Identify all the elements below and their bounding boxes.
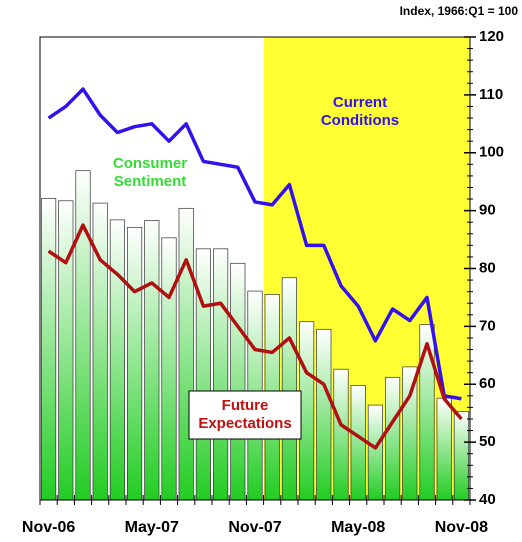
series-label: Consumer Sentiment xyxy=(113,155,187,190)
bar xyxy=(75,170,91,501)
y-tick-label: 90 xyxy=(479,202,496,219)
subtitle: Index, 1966:Q1 = 100 xyxy=(400,4,519,18)
bar xyxy=(350,385,366,501)
bar xyxy=(453,411,469,501)
bar xyxy=(41,198,57,501)
x-tick-label: Nov-06 xyxy=(22,519,75,536)
series-label: Future Expectations xyxy=(198,397,291,432)
y-tick-label: 70 xyxy=(479,317,496,334)
bar xyxy=(402,366,418,501)
x-tick-label: Nov-07 xyxy=(228,519,281,536)
y-tick-label: 120 xyxy=(479,28,504,45)
bar xyxy=(299,321,315,501)
bar xyxy=(281,277,297,501)
line xyxy=(47,87,462,401)
bar xyxy=(367,404,383,501)
bar xyxy=(419,324,435,501)
x-tick-label: May-08 xyxy=(331,519,385,536)
bar xyxy=(178,207,194,501)
bar xyxy=(385,376,401,501)
bar xyxy=(58,200,74,501)
bar xyxy=(195,248,211,501)
bar xyxy=(213,248,229,501)
y-tick-label: 110 xyxy=(479,86,503,103)
bar xyxy=(436,397,452,501)
bar xyxy=(316,328,332,501)
y-tick-label: 80 xyxy=(479,259,496,276)
line xyxy=(47,223,463,450)
x-tick-label: May-07 xyxy=(125,519,179,536)
y-tick-label: 100 xyxy=(479,144,504,161)
bar xyxy=(127,227,143,501)
label-box xyxy=(188,390,302,440)
bar xyxy=(333,368,349,501)
bar xyxy=(161,237,177,501)
bar xyxy=(144,220,160,501)
bar xyxy=(230,262,246,501)
y-tick-label: 60 xyxy=(479,375,496,392)
bar xyxy=(109,219,125,501)
y-tick-label: 50 xyxy=(479,433,496,450)
series-label: Current Conditions xyxy=(321,94,399,129)
x-tick-label: Nov-08 xyxy=(435,519,488,536)
y-tick-label: 40 xyxy=(479,491,496,508)
